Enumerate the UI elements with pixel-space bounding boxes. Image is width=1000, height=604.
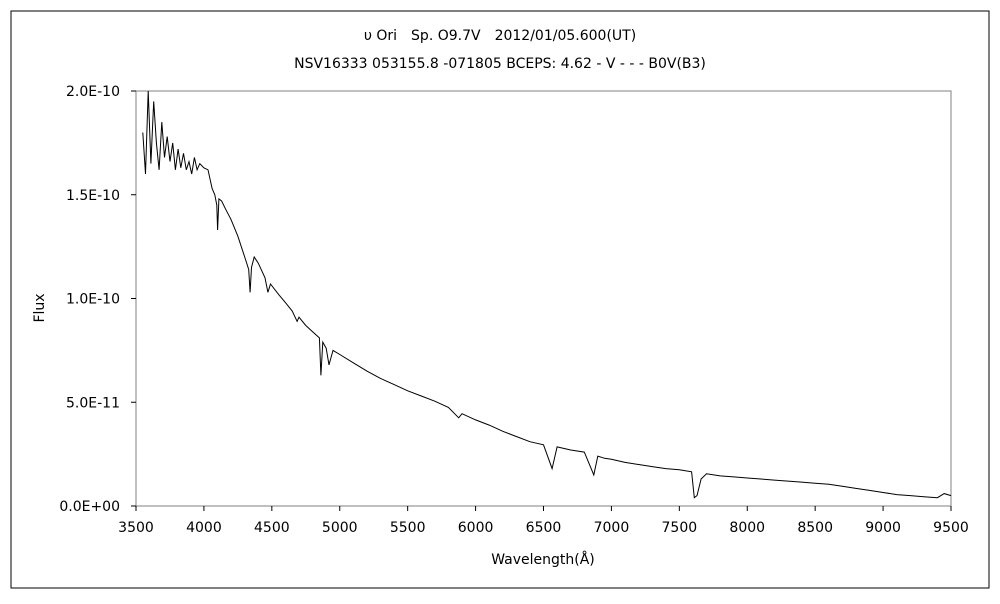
x-tick-label: 9500 bbox=[933, 520, 969, 536]
x-tick-label: 4000 bbox=[186, 520, 222, 536]
x-tick-label: 5500 bbox=[390, 520, 426, 536]
x-tick-label: 8500 bbox=[797, 520, 833, 536]
y-axis: 0.0E+00 5.0E-11 1.0E-10 1.5E-10 2.0E-10 bbox=[59, 84, 136, 515]
chart-title: υ Ori Sp. O9.7V 2012/01/05.600(UT) bbox=[364, 28, 636, 44]
x-tick-label: 8000 bbox=[729, 520, 765, 536]
plot-area bbox=[135, 90, 952, 507]
x-tick-label: 5000 bbox=[322, 520, 358, 536]
x-tick-label: 3500 bbox=[118, 520, 154, 536]
y-tick-label: 1.0E-10 bbox=[66, 292, 120, 308]
x-tick-label: 9000 bbox=[865, 520, 901, 536]
x-tick-label: 6000 bbox=[458, 520, 494, 536]
x-tick-label: 6500 bbox=[526, 520, 562, 536]
x-tick-label: 4500 bbox=[254, 520, 290, 536]
y-tick-label: 0.0E+00 bbox=[59, 499, 120, 515]
x-axis-label: Wavelength(Å) bbox=[491, 551, 595, 568]
y-axis-label: Flux bbox=[32, 293, 48, 322]
chart-subtitle: NSV16333 053155.8 -071805 BCEPS: 4.62 - … bbox=[294, 56, 706, 72]
y-tick-label: 5.0E-11 bbox=[66, 395, 120, 411]
y-tick-label: 2.0E-10 bbox=[66, 84, 120, 100]
y-tick-label: 1.5E-10 bbox=[66, 188, 120, 204]
x-axis: 3500 4000 4500 5000 5500 6000 6500 7000 7500 8000… bbox=[118, 506, 969, 536]
x-tick-label: 7000 bbox=[594, 520, 630, 536]
x-tick-label: 7500 bbox=[662, 520, 698, 536]
series-line bbox=[142, 90, 952, 499]
